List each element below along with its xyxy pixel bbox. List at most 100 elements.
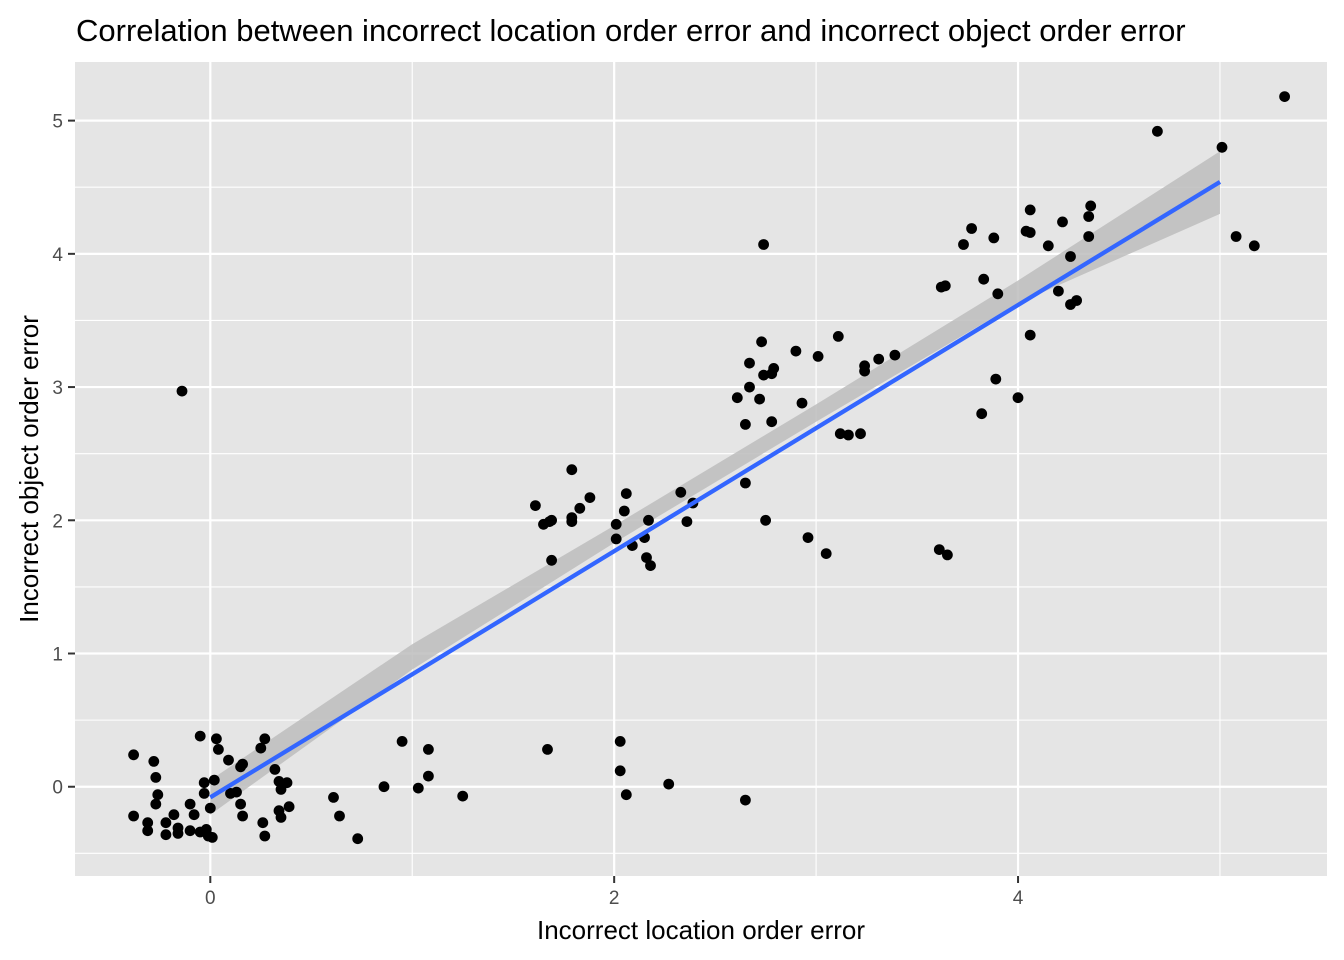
data-point [643,514,654,526]
data-point [832,331,844,342]
data-point [760,514,771,526]
data-point [275,812,287,823]
data-point [740,794,751,806]
confidence-band [210,151,1221,815]
data-point [184,798,196,810]
data-point [1085,200,1097,212]
data-point [1042,240,1054,252]
data-point [378,781,390,793]
data-point [812,351,824,362]
data-point [128,810,140,822]
y-tick-label: 1 [52,645,63,666]
data-point [150,772,162,783]
data-point [641,552,652,563]
data-point [766,416,778,428]
data-point [148,756,160,767]
data-point [1071,295,1082,306]
data-point [610,518,622,530]
data-point [1230,231,1242,242]
data-point [546,514,557,526]
data-point [194,730,206,742]
data-point [235,798,247,810]
data-point [966,223,977,234]
data-point [620,789,632,801]
data-point [843,429,854,441]
data-point [1024,204,1036,216]
data-point [618,505,630,517]
x-tick-label: 0 [205,888,216,909]
data-point [198,788,210,799]
data-point [675,486,687,498]
data-point [990,373,1002,385]
data-point [328,792,339,803]
data-point [614,736,626,747]
data-point [758,369,769,381]
data-point [645,560,656,571]
data-point [152,789,164,801]
data-point [412,782,424,794]
data-point [142,817,154,829]
data-point [334,810,345,822]
data-point [610,533,622,545]
data-point [204,802,216,814]
chart-title: Correlation between incorrect location o… [76,13,1186,48]
data-point [176,385,188,397]
data-point [259,733,271,745]
data-point [1083,211,1095,222]
data-point [768,363,780,374]
data-point [281,777,293,789]
x-tick-label: 2 [609,888,620,909]
data-point [614,765,626,777]
data-point [873,353,885,365]
data-point [1024,329,1036,341]
data-point [620,488,632,499]
data-point [211,733,222,745]
data-point [744,381,755,393]
data-point [423,770,434,782]
data-point [1083,231,1095,242]
x-tick-label: 4 [1013,888,1024,909]
data-point [213,744,224,755]
data-point [530,500,541,511]
data-point [976,408,988,420]
data-point [237,758,249,770]
data-point [758,239,769,250]
data-point [681,516,693,527]
data-point [992,288,1004,300]
data-point [257,817,269,829]
data-point [1012,392,1024,404]
data-point [457,790,469,802]
data-point [1152,125,1163,137]
data-point [160,817,172,829]
x-axis: 0 2 4 [205,876,1024,909]
data-point [566,464,578,476]
data-point [1216,141,1228,153]
data-points-layer [128,91,1290,845]
data-point [198,777,210,789]
data-point [820,548,832,559]
data-point [1248,240,1260,252]
data-point [859,360,870,372]
data-point [206,832,218,843]
data-point [731,392,743,404]
data-point [352,833,364,845]
y-axis-title: Incorrect object order error [14,315,44,623]
data-point [796,397,808,409]
data-point [184,825,196,837]
data-point [542,744,553,755]
data-point [958,239,969,250]
data-point [396,736,408,747]
data-point [259,830,271,842]
data-point [933,544,945,555]
data-point [584,492,596,503]
data-point [1279,91,1290,102]
confidence-band-layer [210,151,1221,815]
data-point [269,764,281,775]
fit-line-layer [209,180,1222,800]
data-point [188,809,200,821]
data-point [756,336,767,348]
data-point [802,532,814,543]
data-point [255,742,267,754]
data-point [1065,251,1076,262]
